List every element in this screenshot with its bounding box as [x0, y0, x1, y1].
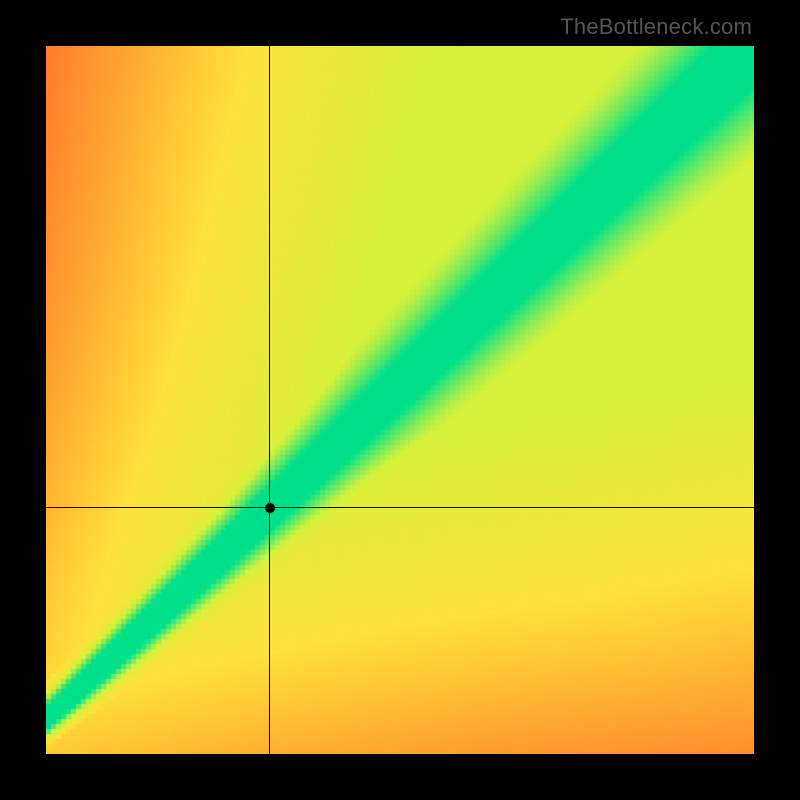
crosshair-marker: [265, 503, 275, 513]
watermark-text: TheBottleneck.com: [560, 14, 752, 40]
heatmap-canvas: [46, 46, 754, 754]
chart-container: TheBottleneck.com: [0, 0, 800, 800]
crosshair-vertical: [269, 46, 270, 754]
crosshair-horizontal: [46, 507, 754, 508]
plot-area: [46, 46, 754, 754]
